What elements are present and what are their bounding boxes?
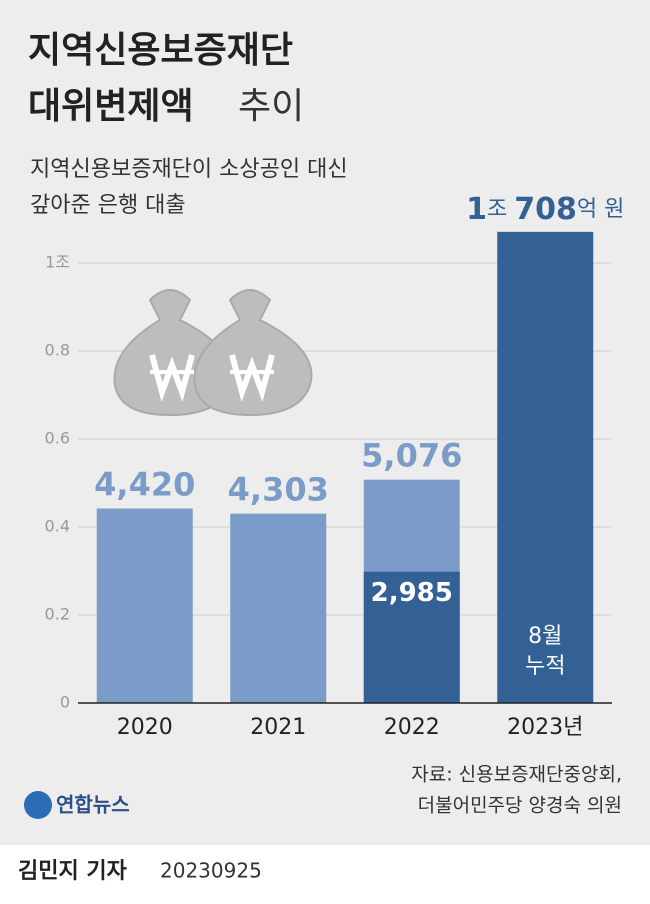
title: 지역신용보증재단 — [28, 30, 293, 71]
y-tick-label: 0 — [60, 693, 70, 712]
subtitle: 갚아준 은행 대출 — [30, 193, 186, 218]
y-tick-label: 0.8 — [45, 341, 70, 360]
value-label: 1조 708억 원 — [466, 191, 624, 226]
y-tick-label: 0.6 — [45, 429, 70, 448]
bar — [96, 508, 193, 703]
source: 자료: 신용보증재단중앙회, — [411, 764, 622, 786]
value-label: 4,303 — [228, 471, 329, 509]
bar-annotation: 8월 — [528, 624, 562, 649]
x-tick-label: 2023년 — [507, 715, 583, 740]
value-label: 2,985 — [371, 578, 453, 608]
title: 대위변제액 — [28, 86, 194, 127]
money-bags-icon — [113, 289, 313, 417]
bar — [497, 231, 594, 703]
author: 김민지 기자 — [18, 859, 128, 884]
bar-annotation: 누적 — [525, 654, 565, 679]
footer-background — [0, 845, 650, 900]
value-label: 4,420 — [94, 466, 195, 504]
source: 더불어민주당 양경숙 의원 — [418, 795, 622, 817]
subtitle: 지역신용보증재단이 소상공인 대신 — [30, 157, 348, 182]
y-tick-label: 0.2 — [45, 605, 70, 624]
bar — [363, 571, 460, 703]
logo-icon — [24, 791, 52, 819]
x-tick-label: 2021 — [250, 715, 306, 740]
y-tick-label: 0.4 — [45, 517, 70, 536]
x-tick-label: 2022 — [384, 715, 440, 740]
title-suffix: 추이 — [238, 86, 304, 127]
date: 20230925 — [160, 859, 262, 883]
x-tick-label: 2020 — [117, 715, 173, 740]
logo: 연합뉴스 — [56, 793, 130, 817]
value-label: 5,076 — [361, 437, 462, 475]
bar — [230, 513, 327, 703]
y-tick-label: 1조 — [45, 253, 70, 272]
